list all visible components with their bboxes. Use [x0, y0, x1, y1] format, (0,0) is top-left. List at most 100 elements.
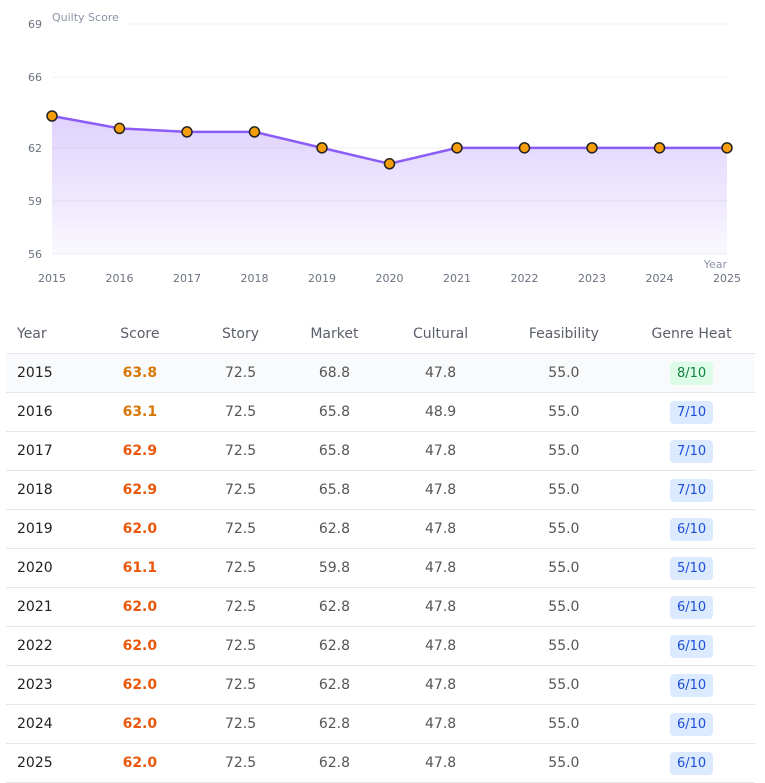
genre-heat-badge: 8/10	[669, 361, 714, 385]
data-point[interactable]	[316, 142, 328, 154]
cell-year: 2018	[6, 470, 86, 510]
genre-heat-badge: 5/10	[669, 556, 714, 580]
column-header[interactable]: Feasibility	[528, 325, 599, 342]
cell-cultural: 47.8	[381, 353, 500, 393]
x-tick-label: 2022	[511, 272, 539, 285]
cell-story: 72.5	[193, 626, 288, 666]
cell-story: 72.5	[193, 431, 288, 471]
cell-year: 2024	[6, 704, 86, 744]
cell-story: 72.5	[193, 587, 288, 627]
cell-genre-heat: 6/10	[628, 509, 755, 549]
cell-genre-heat: 5/10	[628, 548, 755, 588]
cell-year: 2021	[6, 587, 86, 627]
cell-feasibility: 55.0	[499, 509, 629, 549]
cell-cultural: 47.8	[381, 431, 500, 471]
cell-year: 2023	[6, 665, 86, 705]
x-tick-label: 2025	[713, 272, 741, 285]
cell-cultural: 47.8	[381, 665, 500, 705]
score-value: 63.1	[122, 404, 158, 420]
cell-story: 72.5	[193, 665, 288, 705]
cell-story: 72.5	[193, 353, 288, 393]
cell-genre-heat: 7/10	[628, 470, 755, 510]
cell-feasibility: 55.0	[499, 704, 629, 744]
data-point[interactable]	[248, 126, 261, 138]
x-tick-label: 2017	[173, 272, 201, 285]
data-point[interactable]	[46, 110, 58, 122]
cell-year: 2025	[6, 743, 86, 783]
cell-cultural: 48.9	[381, 392, 500, 432]
table-row: 2018 62.9 72.5 65.8 47.8 55.0 7/10	[6, 470, 755, 510]
cell-market: 65.8	[287, 470, 382, 510]
cell-market: 62.8	[287, 626, 382, 666]
cell-genre-heat: 6/10	[628, 587, 755, 627]
cell-market: 62.8	[287, 587, 382, 627]
cell-story: 72.5	[193, 548, 288, 588]
cell-genre-heat: 6/10	[628, 626, 755, 666]
genre-heat-badge: 7/10	[669, 439, 714, 463]
x-tick-label: 2020	[376, 272, 404, 285]
cell-story: 72.5	[193, 392, 288, 432]
cell-market: 62.8	[287, 743, 382, 783]
cell-score: 62.0	[85, 665, 194, 705]
column-header[interactable]: Score	[120, 325, 160, 342]
data-point[interactable]	[653, 142, 666, 154]
genre-heat-badge: 6/10	[669, 673, 714, 697]
y-tick-label: 62	[28, 142, 42, 155]
cell-market: 65.8	[287, 392, 382, 432]
x-tick-label: 2023	[578, 272, 606, 285]
data-point[interactable]	[113, 122, 126, 135]
cell-cultural: 47.8	[381, 704, 500, 744]
data-point[interactable]	[383, 158, 396, 170]
cell-score: 62.0	[85, 704, 194, 744]
chart-title: Quilty Score	[52, 11, 119, 24]
data-point[interactable]	[451, 142, 463, 154]
x-tick-label: 2021	[443, 272, 471, 285]
score-value: 63.8	[122, 365, 158, 381]
y-tick-label: 59	[28, 195, 42, 208]
cell-feasibility: 55.0	[499, 587, 629, 627]
cell-score: 62.0	[85, 509, 194, 549]
data-point[interactable]	[586, 142, 598, 154]
cell-genre-heat: 6/10	[628, 743, 755, 783]
table-row: 2015 63.8 72.5 68.8 47.8 55.0 8/10	[6, 353, 755, 393]
cell-year: 2016	[6, 392, 86, 432]
cell-year: 2020	[6, 548, 86, 588]
cell-cultural: 47.8	[381, 548, 500, 588]
cell-story: 72.5	[193, 704, 288, 744]
score-value: 61.1	[122, 560, 158, 576]
score-value: 62.0	[122, 677, 158, 693]
cell-year: 2017	[6, 431, 86, 471]
cell-cultural: 47.8	[381, 743, 500, 783]
cell-market: 65.8	[287, 431, 382, 471]
cell-feasibility: 55.0	[499, 470, 629, 510]
cell-genre-heat: 6/10	[628, 704, 755, 744]
genre-heat-badge: 6/10	[669, 712, 714, 736]
cell-year: 2019	[6, 509, 86, 549]
cell-genre-heat: 7/10	[628, 392, 755, 432]
data-point[interactable]	[721, 142, 733, 154]
data-point[interactable]	[518, 142, 531, 154]
cell-market: 59.8	[287, 548, 382, 588]
table-row: 2016 63.1 72.5 65.8 48.9 55.0 7/10	[6, 392, 755, 432]
cell-feasibility: 55.0	[499, 392, 629, 432]
cell-market: 62.8	[287, 704, 382, 744]
cell-market: 62.8	[287, 665, 382, 705]
cell-feasibility: 55.0	[499, 626, 629, 666]
column-header[interactable]: Cultural	[413, 325, 469, 342]
x-tick-label: 2024	[646, 272, 674, 285]
cell-cultural: 47.8	[381, 509, 500, 549]
table-row: 2021 62.0 72.5 62.8 47.8 55.0 6/10	[6, 587, 755, 627]
column-header[interactable]: Market	[310, 325, 359, 342]
cell-feasibility: 55.0	[499, 548, 629, 588]
score-value: 62.9	[122, 443, 158, 459]
y-tick-label: 66	[28, 71, 42, 84]
cell-genre-heat: 7/10	[628, 431, 755, 471]
column-header[interactable]: Genre Heat	[651, 325, 732, 342]
data-point[interactable]	[181, 126, 193, 138]
table-row: 2019 62.0 72.5 62.8 47.8 55.0 6/10	[6, 509, 755, 549]
score-value: 62.0	[122, 521, 158, 537]
column-header[interactable]: Year	[17, 325, 47, 342]
genre-heat-badge: 6/10	[669, 634, 714, 658]
quality-score-chart: 56 59 62 66 69 2015 2016 2017 2018 2019 2020 2021 2…	[28, 11, 741, 285]
column-header[interactable]: Story	[222, 325, 260, 342]
